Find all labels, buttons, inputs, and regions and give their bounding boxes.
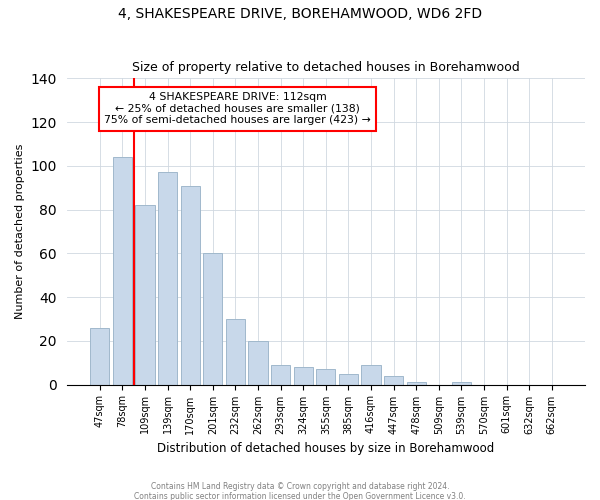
X-axis label: Distribution of detached houses by size in Borehamwood: Distribution of detached houses by size …	[157, 442, 494, 455]
Bar	[113, 157, 132, 384]
Bar	[158, 172, 177, 384]
Bar	[226, 319, 245, 384]
Bar	[271, 365, 290, 384]
Bar	[407, 382, 426, 384]
Text: 4, SHAKESPEARE DRIVE, BOREHAMWOOD, WD6 2FD: 4, SHAKESPEARE DRIVE, BOREHAMWOOD, WD6 2…	[118, 8, 482, 22]
Bar	[90, 328, 109, 384]
Bar	[203, 254, 223, 384]
Bar	[293, 367, 313, 384]
Y-axis label: Number of detached properties: Number of detached properties	[15, 144, 25, 319]
Bar	[452, 382, 471, 384]
Bar	[384, 376, 403, 384]
Text: 4 SHAKESPEARE DRIVE: 112sqm
← 25% of detached houses are smaller (138)
75% of se: 4 SHAKESPEARE DRIVE: 112sqm ← 25% of det…	[104, 92, 371, 126]
Title: Size of property relative to detached houses in Borehamwood: Size of property relative to detached ho…	[132, 62, 520, 74]
Bar	[248, 341, 268, 384]
Bar	[316, 370, 335, 384]
Bar	[136, 206, 155, 384]
Bar	[181, 186, 200, 384]
Bar	[361, 365, 380, 384]
Text: Contains HM Land Registry data © Crown copyright and database right 2024.
Contai: Contains HM Land Registry data © Crown c…	[134, 482, 466, 500]
Bar	[339, 374, 358, 384]
